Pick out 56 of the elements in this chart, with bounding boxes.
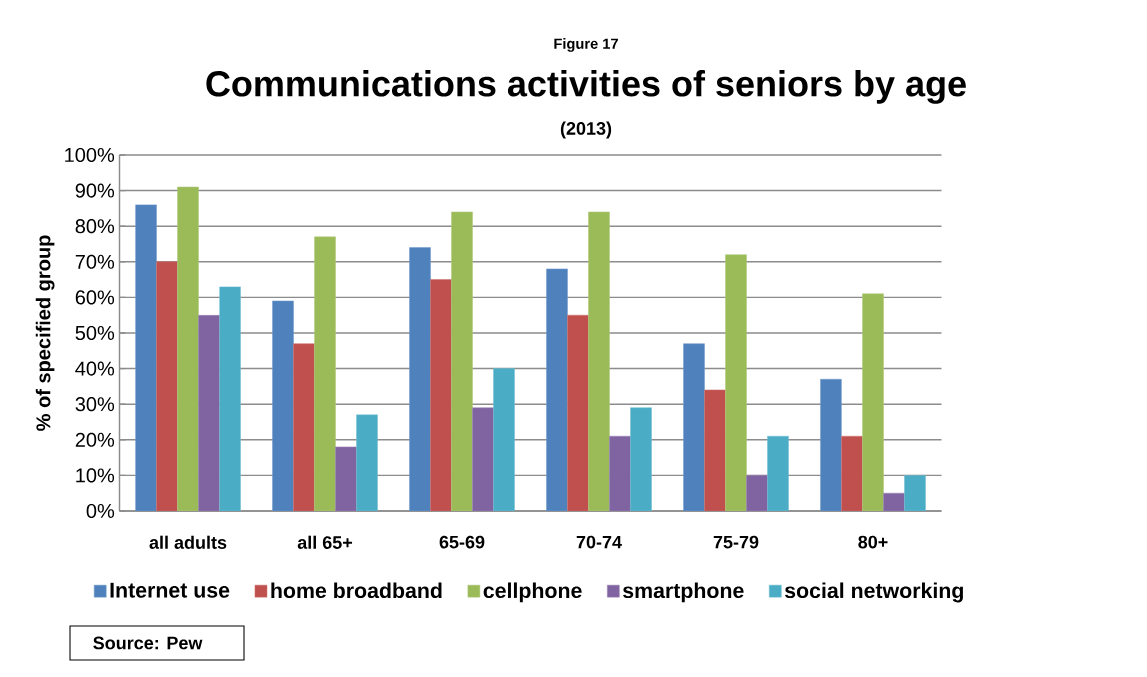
x-tick-label: all 65+ [297,535,353,549]
x-tick-label: 65-69 [439,535,485,549]
y-tick-label: 20% [75,432,115,447]
bar [293,343,315,511]
bar [820,378,842,511]
y-tick-label: 0% [86,503,115,519]
y-tick-label: 100% [65,147,115,163]
bar [198,314,220,511]
y-tick-label: 50% [75,325,115,341]
y-tick-label: 10% [76,468,115,483]
legend-label: Internet use [110,582,230,598]
bar [609,435,631,511]
bar [314,236,336,511]
bar [683,343,705,511]
bar [767,435,789,511]
bar [725,254,747,511]
y-axis-title: % of specified group [35,235,55,431]
bar [430,279,452,511]
y-tick-label: 30% [75,397,115,412]
x-tick-label: 70-74 [576,535,622,549]
bar [272,300,294,511]
y-tick-label: 60% [75,290,115,305]
y-tick-label: 80% [75,219,115,234]
chart-title: Communications activities of seniors by age [206,70,966,104]
legend-label: cellphone [483,582,582,603]
bar [567,314,589,511]
bar [862,293,884,511]
legend-label: smartphone [623,582,744,603]
x-tick-label: 75-79 [713,535,759,549]
bar [156,261,178,511]
x-tick-label: 80+ [858,535,888,549]
bar [451,211,473,511]
x-tick-label: all adults [149,535,227,549]
bar [356,414,378,511]
y-tick-label: 40% [75,361,115,376]
bar [704,389,726,511]
legend-label: social networking [784,582,963,603]
bar [219,286,241,511]
y-tick-label: 70% [75,254,115,269]
bar [841,435,863,511]
chart-subtitle: (2013) [560,121,612,139]
bar [135,204,157,511]
bar [493,368,515,511]
source-note: Source: Pew [93,636,203,650]
bar [409,247,431,511]
bar [177,186,199,511]
legend-label: home broadband [271,582,442,599]
bar [746,475,768,511]
bar [472,407,494,511]
y-tick-label: 90% [75,183,115,198]
caption: Figure 17 [554,38,618,52]
bar [630,407,652,511]
bar [588,211,610,511]
bar [546,268,568,511]
bar [335,446,357,511]
bar [904,475,926,511]
